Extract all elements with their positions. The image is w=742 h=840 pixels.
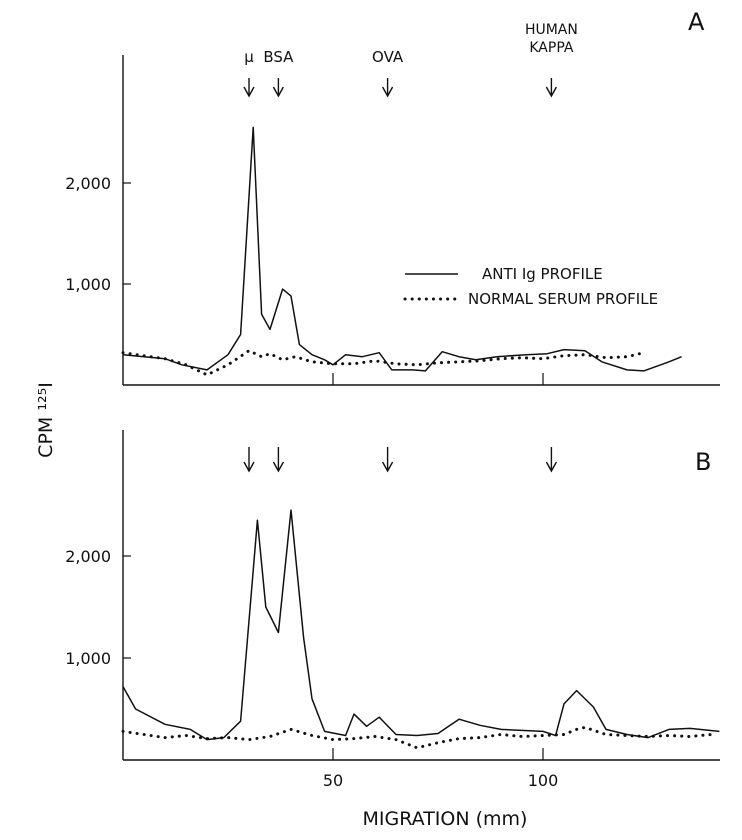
panel-a-y-tick-label-2000: 2,000 (65, 174, 111, 193)
panel-a-ticks: 1,000 2,000 (65, 174, 544, 385)
marker-arrow-head (243, 86, 255, 98)
panel-b-marker-3 (381, 447, 394, 473)
panel-a-marker-4: HUMAN KAPPA (525, 22, 578, 98)
panel-b: B 1,000 2,000 50 100 (65, 430, 720, 790)
marker-label-line2: KAPPA (529, 40, 574, 56)
legend-anti-ig-label: ANTI Ig PROFILE (482, 265, 603, 283)
marker-arrow-head (381, 461, 394, 473)
panel-a-marker-1: μ (243, 48, 255, 98)
panel-b-series (121, 509, 720, 750)
panel-b-y-tick-label-1000: 1,000 (65, 649, 111, 668)
marker-arrow-head (272, 86, 285, 98)
marker-label: μ (244, 48, 254, 66)
panel-b-ticks: 1,000 2,000 (65, 547, 544, 760)
marker-label-line1: HUMAN (525, 22, 578, 38)
panel-a-series-anti-ig-line (122, 126, 682, 372)
marker-arrow-head (381, 86, 394, 98)
marker-arrow-head (243, 461, 255, 473)
panel-a-marker-2: BSA (263, 48, 294, 98)
panel-b-series-anti-ig-line (122, 509, 720, 741)
x-tick-label-50: 50 (323, 771, 343, 790)
panel-b-markers (243, 447, 558, 473)
panel-a-marker-3: OVA (372, 48, 404, 98)
panel-b-marker-2 (272, 447, 285, 473)
shared-x-axis-label: MIGRATION (mm) (363, 808, 528, 830)
marker-label: OVA (372, 48, 404, 66)
panel-a-series-normal-serum-line (121, 348, 646, 377)
panel-a-markers: μ BSA OVA HUMAN KAPPA (243, 22, 578, 98)
panel-a-label: A (688, 8, 705, 36)
x-tick-label-100: 100 (528, 771, 559, 790)
marker-arrow-head (545, 86, 558, 98)
marker-arrow-head (272, 461, 285, 473)
panel-b-marker-1 (243, 447, 255, 473)
panel-b-marker-4 (545, 447, 558, 473)
panel-b-series-normal-serum-line (121, 725, 713, 750)
shared-y-axis-label: CPM ¹²⁵I (35, 382, 57, 458)
panel-a-y-tick-label-1000: 1,000 (65, 275, 111, 294)
panel-b-y-tick-label-2000: 2,000 (65, 547, 111, 566)
marker-label: BSA (263, 48, 294, 66)
legend-normal-serum-label: NORMAL SERUM PROFILE (468, 290, 658, 308)
panel-b-x-tick-labels: 50 100 (323, 771, 558, 790)
panel-a: A 1,000 2,000 μ BSA OVA HUMAN KAPPA ANTI Ig P… (65, 8, 720, 386)
panel-a-series (121, 126, 682, 377)
panel-b-label: B (695, 448, 711, 476)
legend: ANTI Ig PROFILE NORMAL SERUM PROFILE (403, 265, 658, 308)
marker-arrow-head (545, 461, 558, 473)
